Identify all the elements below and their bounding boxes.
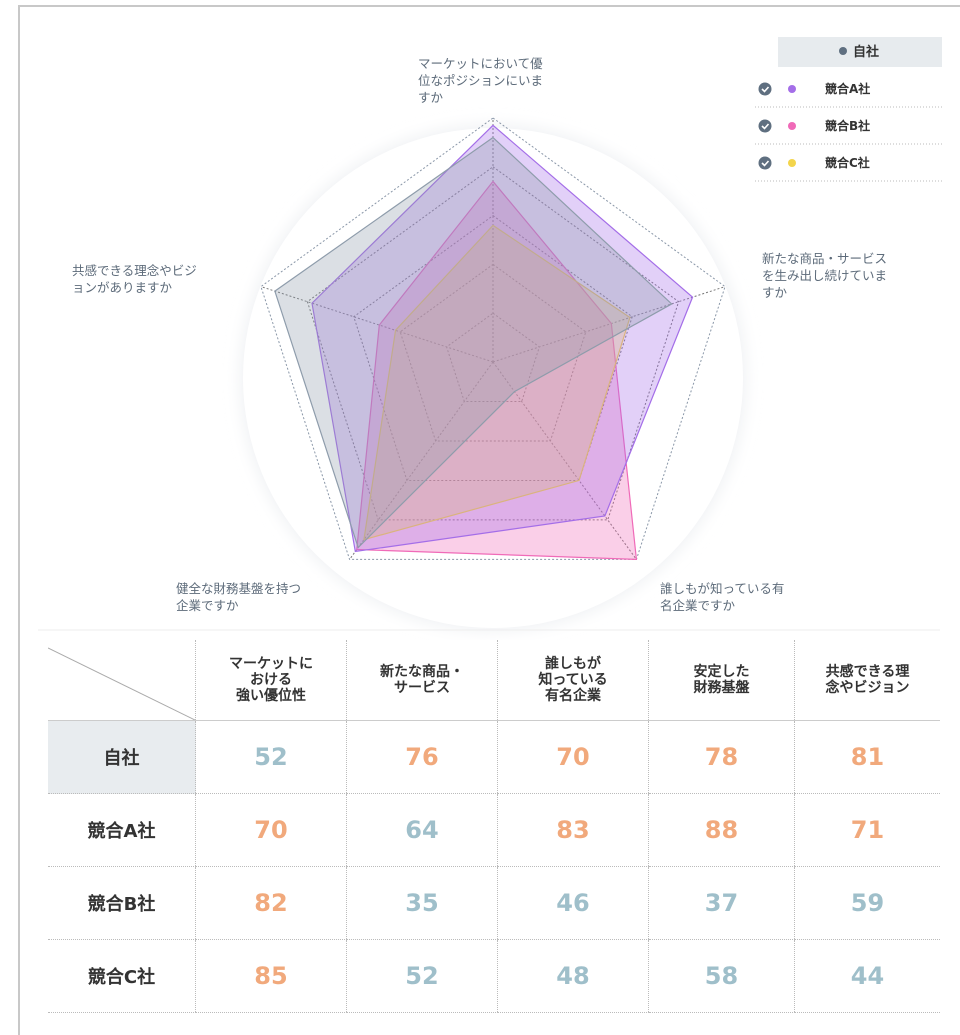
row-label: 自社 <box>48 720 196 794</box>
axis-label: 共感できる理念やビジ ョンがありますか <box>72 263 197 295</box>
axis-label: 新たな商品・サービス を生み出し続けていま すか <box>762 251 888 300</box>
column-header: 安定した 財務基盤 <box>648 640 795 721</box>
legend-label: 競合C社 <box>825 155 870 170</box>
cell: 58 <box>648 939 795 1013</box>
cell: 46 <box>497 866 649 940</box>
spoke <box>492 361 637 560</box>
legend-dot <box>788 85 796 93</box>
cell: 76 <box>346 720 498 794</box>
cell: 64 <box>346 793 498 867</box>
column-header: 誰しもが 知っている 有名企業 <box>497 640 649 721</box>
cell: 78 <box>648 720 795 794</box>
series-area <box>274 136 673 549</box>
cell: 83 <box>497 793 649 867</box>
cell: 52 <box>195 720 347 794</box>
legend-check-mark <box>761 160 770 167</box>
cell: 48 <box>497 939 649 1013</box>
series-area <box>356 180 638 561</box>
series-area <box>363 224 631 541</box>
grid-ring <box>353 214 633 481</box>
frame <box>18 5 960 1035</box>
row-label: 競合C社 <box>48 939 196 1013</box>
legend-check-mark <box>761 123 770 130</box>
series-area <box>311 124 694 553</box>
table: マーケットに おける 強い優位性 新たな商品・ サービス 誰しもが 知っている 有名… <box>48 640 940 1013</box>
legend-check <box>758 82 772 96</box>
cell: 59 <box>794 866 940 940</box>
legend-check <box>758 119 772 133</box>
backdrop <box>243 128 743 628</box>
cell: 37 <box>648 866 795 940</box>
cell: 81 <box>794 720 940 794</box>
legend-label: 競合B社 <box>825 118 870 133</box>
grid-ring <box>260 117 726 560</box>
column-header: マーケットに おける 強い優位性 <box>195 640 347 721</box>
grid-ring <box>306 166 680 521</box>
column-header: 共感できる理 念やビジョン <box>794 640 940 721</box>
row: 競合A社 70 64 83 88 71 <box>48 793 940 867</box>
column-header: 新たな商品・ サービス <box>346 640 498 721</box>
legend-check <box>758 156 772 170</box>
cell: 82 <box>195 866 347 940</box>
row-label: 競合A社 <box>48 793 196 867</box>
diagonal-line <box>48 647 195 720</box>
cell: 88 <box>648 793 795 867</box>
legend-dot <box>788 159 796 167</box>
axis-label: 誰しもが知っている有 名企業ですか <box>660 581 785 613</box>
legend-dot <box>839 47 847 55</box>
row: 競合B社 82 35 46 37 59 <box>48 866 940 940</box>
row: 自社 52 76 70 78 81 <box>48 720 940 794</box>
legend-dot <box>788 122 796 130</box>
cell: 70 <box>195 793 347 867</box>
header-row: マーケットに おける 強い優位性 新たな商品・ サービス 誰しもが 知っている 有名… <box>48 640 940 721</box>
cell: 85 <box>195 939 347 1013</box>
legend-highlight <box>778 37 942 67</box>
legend-label: 競合A社 <box>825 81 870 96</box>
row: 競合C社 85 52 48 58 44 <box>48 939 940 1013</box>
legend-label: 自社 <box>853 44 879 60</box>
cell: 52 <box>346 939 498 1013</box>
row-label: 競合B社 <box>48 866 196 940</box>
legend-check-mark <box>761 86 770 93</box>
cell: 44 <box>794 939 940 1013</box>
cell: 71 <box>794 793 940 867</box>
spoke <box>260 286 494 363</box>
cell: 35 <box>346 866 498 940</box>
cell: 70 <box>497 720 649 794</box>
axis-label: 健全な財務基盤を持つ 企業ですか <box>176 581 302 613</box>
axis-label: マーケットにおいて優 位なポジションにいま すか <box>418 56 544 105</box>
spoke <box>349 361 494 560</box>
corner-cell <box>48 640 196 721</box>
diagonal <box>48 647 195 720</box>
spoke <box>492 286 726 363</box>
